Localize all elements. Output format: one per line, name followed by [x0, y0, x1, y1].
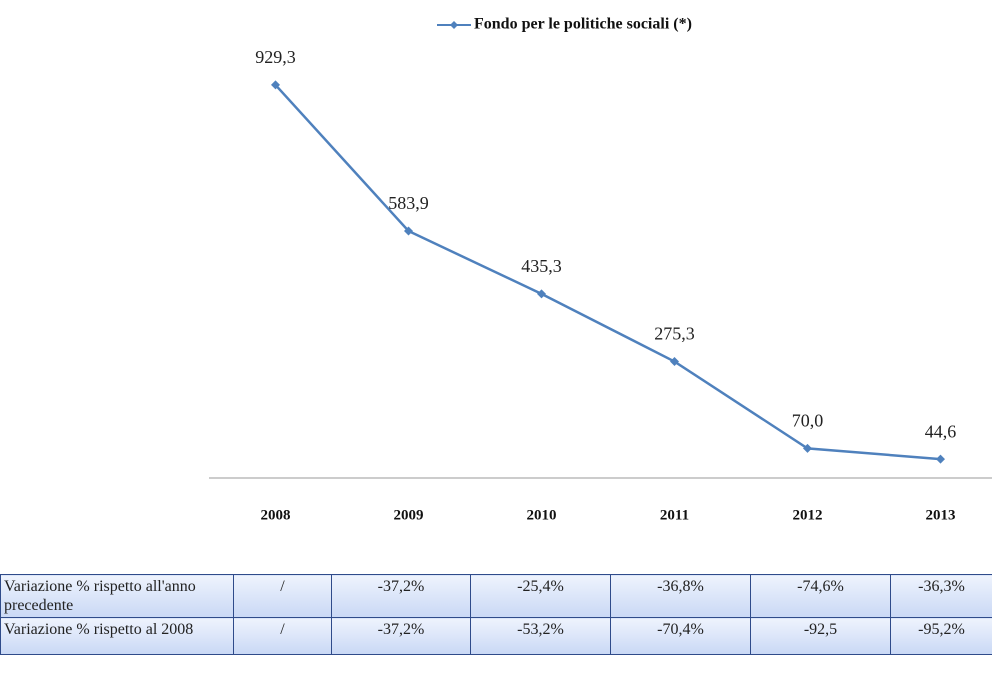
x-tick-label: 2009 — [394, 507, 424, 523]
data-label: 70,0 — [792, 411, 824, 431]
table-cell: -95,2% — [890, 617, 992, 655]
x-tick-label: 2012 — [793, 507, 823, 523]
point-marker — [936, 454, 945, 464]
data-label: 929,3 — [255, 47, 296, 67]
table-cell: -74,6% — [750, 574, 891, 618]
legend-marker — [450, 21, 458, 29]
data-table: Variazione % rispetto all'anno precedent… — [0, 574, 992, 655]
x-tick-label: 2010 — [527, 507, 557, 523]
x-tick-label: 2008 — [261, 507, 291, 523]
table-cell: -36,3% — [890, 574, 992, 618]
data-label: 44,6 — [925, 421, 957, 441]
data-label: 435,3 — [521, 256, 562, 276]
series-line — [274, 84, 941, 461]
point-marker — [670, 357, 679, 367]
chart: Fondo per le politiche sociali (*) 2008 2… — [209, 16, 992, 523]
legend-label: Fondo per le politiche sociali (*) — [474, 16, 692, 33]
x-tick-label: 2011 — [660, 507, 689, 523]
point-marker — [271, 80, 280, 90]
table-cell: -53,2% — [470, 617, 611, 655]
table-cell: -37,2% — [331, 574, 471, 618]
table-cell: -36,8% — [610, 574, 751, 618]
table-cell: -25,4% — [470, 574, 611, 618]
table-cell: -92,5 — [750, 617, 891, 655]
point-marker — [803, 443, 812, 453]
x-tick-label: 2013 — [926, 507, 956, 523]
point-marker — [537, 289, 546, 299]
data-label: 583,9 — [388, 193, 429, 213]
table-row: Variazione % rispetto al 2008/-37,2% -53,… — [0, 617, 992, 655]
row-header: Variazione % rispetto al 2008 — [0, 617, 234, 655]
row-header: Variazione % rispetto all'anno precedent… — [0, 574, 234, 618]
data-label: 275,3 — [654, 324, 695, 344]
point-marker — [404, 226, 413, 236]
table-cell: -37,2% — [331, 617, 471, 655]
table-cell: / — [233, 617, 332, 655]
table-cell: / — [233, 574, 332, 618]
table-cell: -70,4% — [610, 617, 751, 655]
table-row: Variazione % rispetto all'anno precedent… — [0, 574, 992, 618]
